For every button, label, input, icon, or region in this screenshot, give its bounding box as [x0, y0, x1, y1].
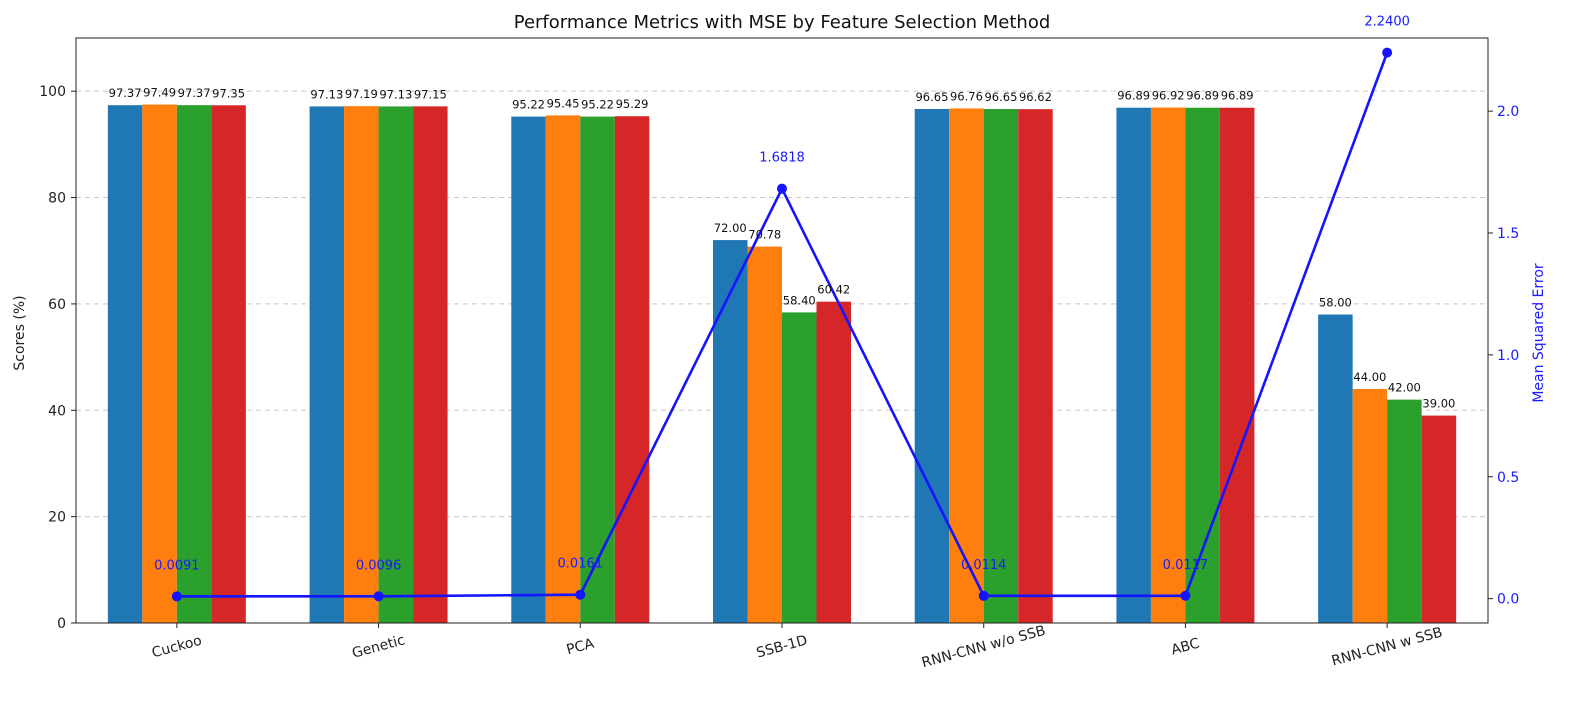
mse-value-label: 1.6818 [759, 151, 805, 166]
x-tick-label: PCA [565, 636, 596, 659]
mse-value-label: 0.0096 [356, 558, 402, 573]
y-tick-label: 20 [48, 510, 66, 526]
bar-value-label: 95.45 [547, 96, 580, 110]
bar [713, 240, 748, 623]
bar-value-label: 97.37 [109, 86, 142, 100]
bar-value-label: 44.00 [1353, 370, 1386, 384]
bar-value-label: 96.65 [915, 90, 948, 104]
bar-value-label: 95.22 [512, 98, 545, 112]
bar [1018, 109, 1053, 623]
bar-value-label: 97.19 [345, 87, 378, 101]
bar-value-label: 96.89 [1221, 89, 1254, 103]
bar [378, 106, 414, 623]
bar [816, 301, 851, 623]
bar-value-label: 96.76 [950, 89, 983, 103]
bar-value-label: 95.22 [581, 98, 614, 112]
y2-tick-label: 0.5 [1497, 470, 1519, 486]
y2-axis-label: Mean Squared Error [1531, 263, 1547, 403]
mse-point [1382, 47, 1393, 58]
bar [1352, 389, 1388, 623]
axes: 0 20 40 60 80 100 0.0 0.5 1.0 1.5 2.0 Cuckoo Genetic… [39, 37, 1519, 671]
bar-value-label: 96.65 [984, 90, 1017, 104]
bar-value-label: 97.15 [414, 87, 447, 101]
bar-value-label: 96.92 [1152, 89, 1185, 103]
bar [914, 108, 950, 623]
chart-title: Performance Metrics with MSE by Feature … [514, 12, 1051, 33]
bar [747, 246, 782, 623]
mse-value-label: 0.0117 [1163, 558, 1209, 573]
x-tick-label: RNN-CNN w/o SSB [920, 623, 1047, 671]
bar [511, 116, 546, 624]
mse-point [171, 591, 182, 602]
bar [1318, 314, 1353, 623]
plot-frame [75, 37, 1489, 624]
x-tick-label: SSB-1D [755, 633, 809, 662]
bar-value-label: 96.89 [1117, 89, 1150, 103]
y-tick-label: 60 [48, 297, 66, 313]
y-axis-label: Scores (%) [12, 295, 28, 370]
bar-value-label: 58.00 [1319, 296, 1352, 310]
bar [983, 108, 1019, 623]
x-tick-label: Cuckoo [150, 633, 203, 662]
mse-point [373, 591, 384, 602]
bar [1185, 107, 1220, 623]
y2-tick-label: 1.5 [1497, 226, 1519, 242]
mse-line-series [171, 47, 1393, 602]
mse-value-label: 2.2400 [1364, 15, 1410, 30]
bar [107, 105, 143, 623]
bar-value-label: 58.40 [783, 293, 816, 307]
mse-value-label: 0.0091 [154, 558, 200, 573]
bar [309, 106, 345, 623]
y-tick-label: 0 [57, 616, 66, 632]
mse-value-label: 0.0161 [558, 557, 604, 572]
x-tick-label: Genetic [350, 632, 406, 661]
bar [1150, 107, 1186, 623]
bar-value-label: 97.13 [310, 87, 343, 101]
bar-value-label: 70.78 [748, 228, 781, 242]
bar [782, 312, 817, 623]
bar [580, 116, 615, 624]
bar-series [107, 104, 1457, 624]
y-tick-label: 80 [48, 191, 66, 207]
bar [1421, 415, 1457, 623]
bar [949, 108, 984, 624]
mse-value-label: 0.0114 [961, 558, 1007, 573]
mse-point [575, 589, 586, 600]
bar-value-label: 72.00 [714, 221, 747, 235]
y2-tick-label: 0.0 [1497, 592, 1519, 608]
bar-value-label: 97.49 [143, 86, 176, 100]
bar-value-label: 42.00 [1388, 381, 1421, 395]
x-tick-label: ABC [1169, 636, 1201, 659]
y-tick-label: 40 [48, 403, 66, 419]
bar [614, 116, 650, 623]
data-labels: 97.37 97.49 97.37 97.35 97.13 97.19 97.13 97.15… [109, 15, 1456, 574]
bar [413, 106, 448, 624]
bar-value-label: 39.00 [1422, 397, 1455, 411]
bar [1219, 107, 1255, 623]
y-tick-label: 100 [39, 84, 66, 100]
bar-value-label: 60.42 [817, 283, 850, 297]
bar [142, 104, 177, 623]
bar-value-label: 97.35 [212, 86, 245, 100]
x-tick-label: RNN-CNN w SSB [1330, 624, 1444, 669]
mse-point [978, 590, 989, 601]
bar [211, 105, 246, 623]
bar [1387, 399, 1422, 623]
bar-value-label: 95.29 [616, 97, 649, 111]
y2-tick-label: 1.0 [1497, 348, 1519, 364]
mse-point [777, 183, 787, 194]
bar [545, 115, 581, 623]
bar [344, 106, 379, 623]
mse-point [1180, 590, 1191, 601]
bar-value-label: 97.13 [379, 87, 412, 101]
bar-value-label: 96.62 [1019, 90, 1052, 104]
bar [1116, 107, 1151, 623]
bar-value-label: 96.89 [1186, 89, 1219, 103]
bar-value-label: 97.37 [178, 86, 211, 100]
y2-tick-label: 2.0 [1497, 104, 1519, 120]
bar [176, 105, 212, 623]
